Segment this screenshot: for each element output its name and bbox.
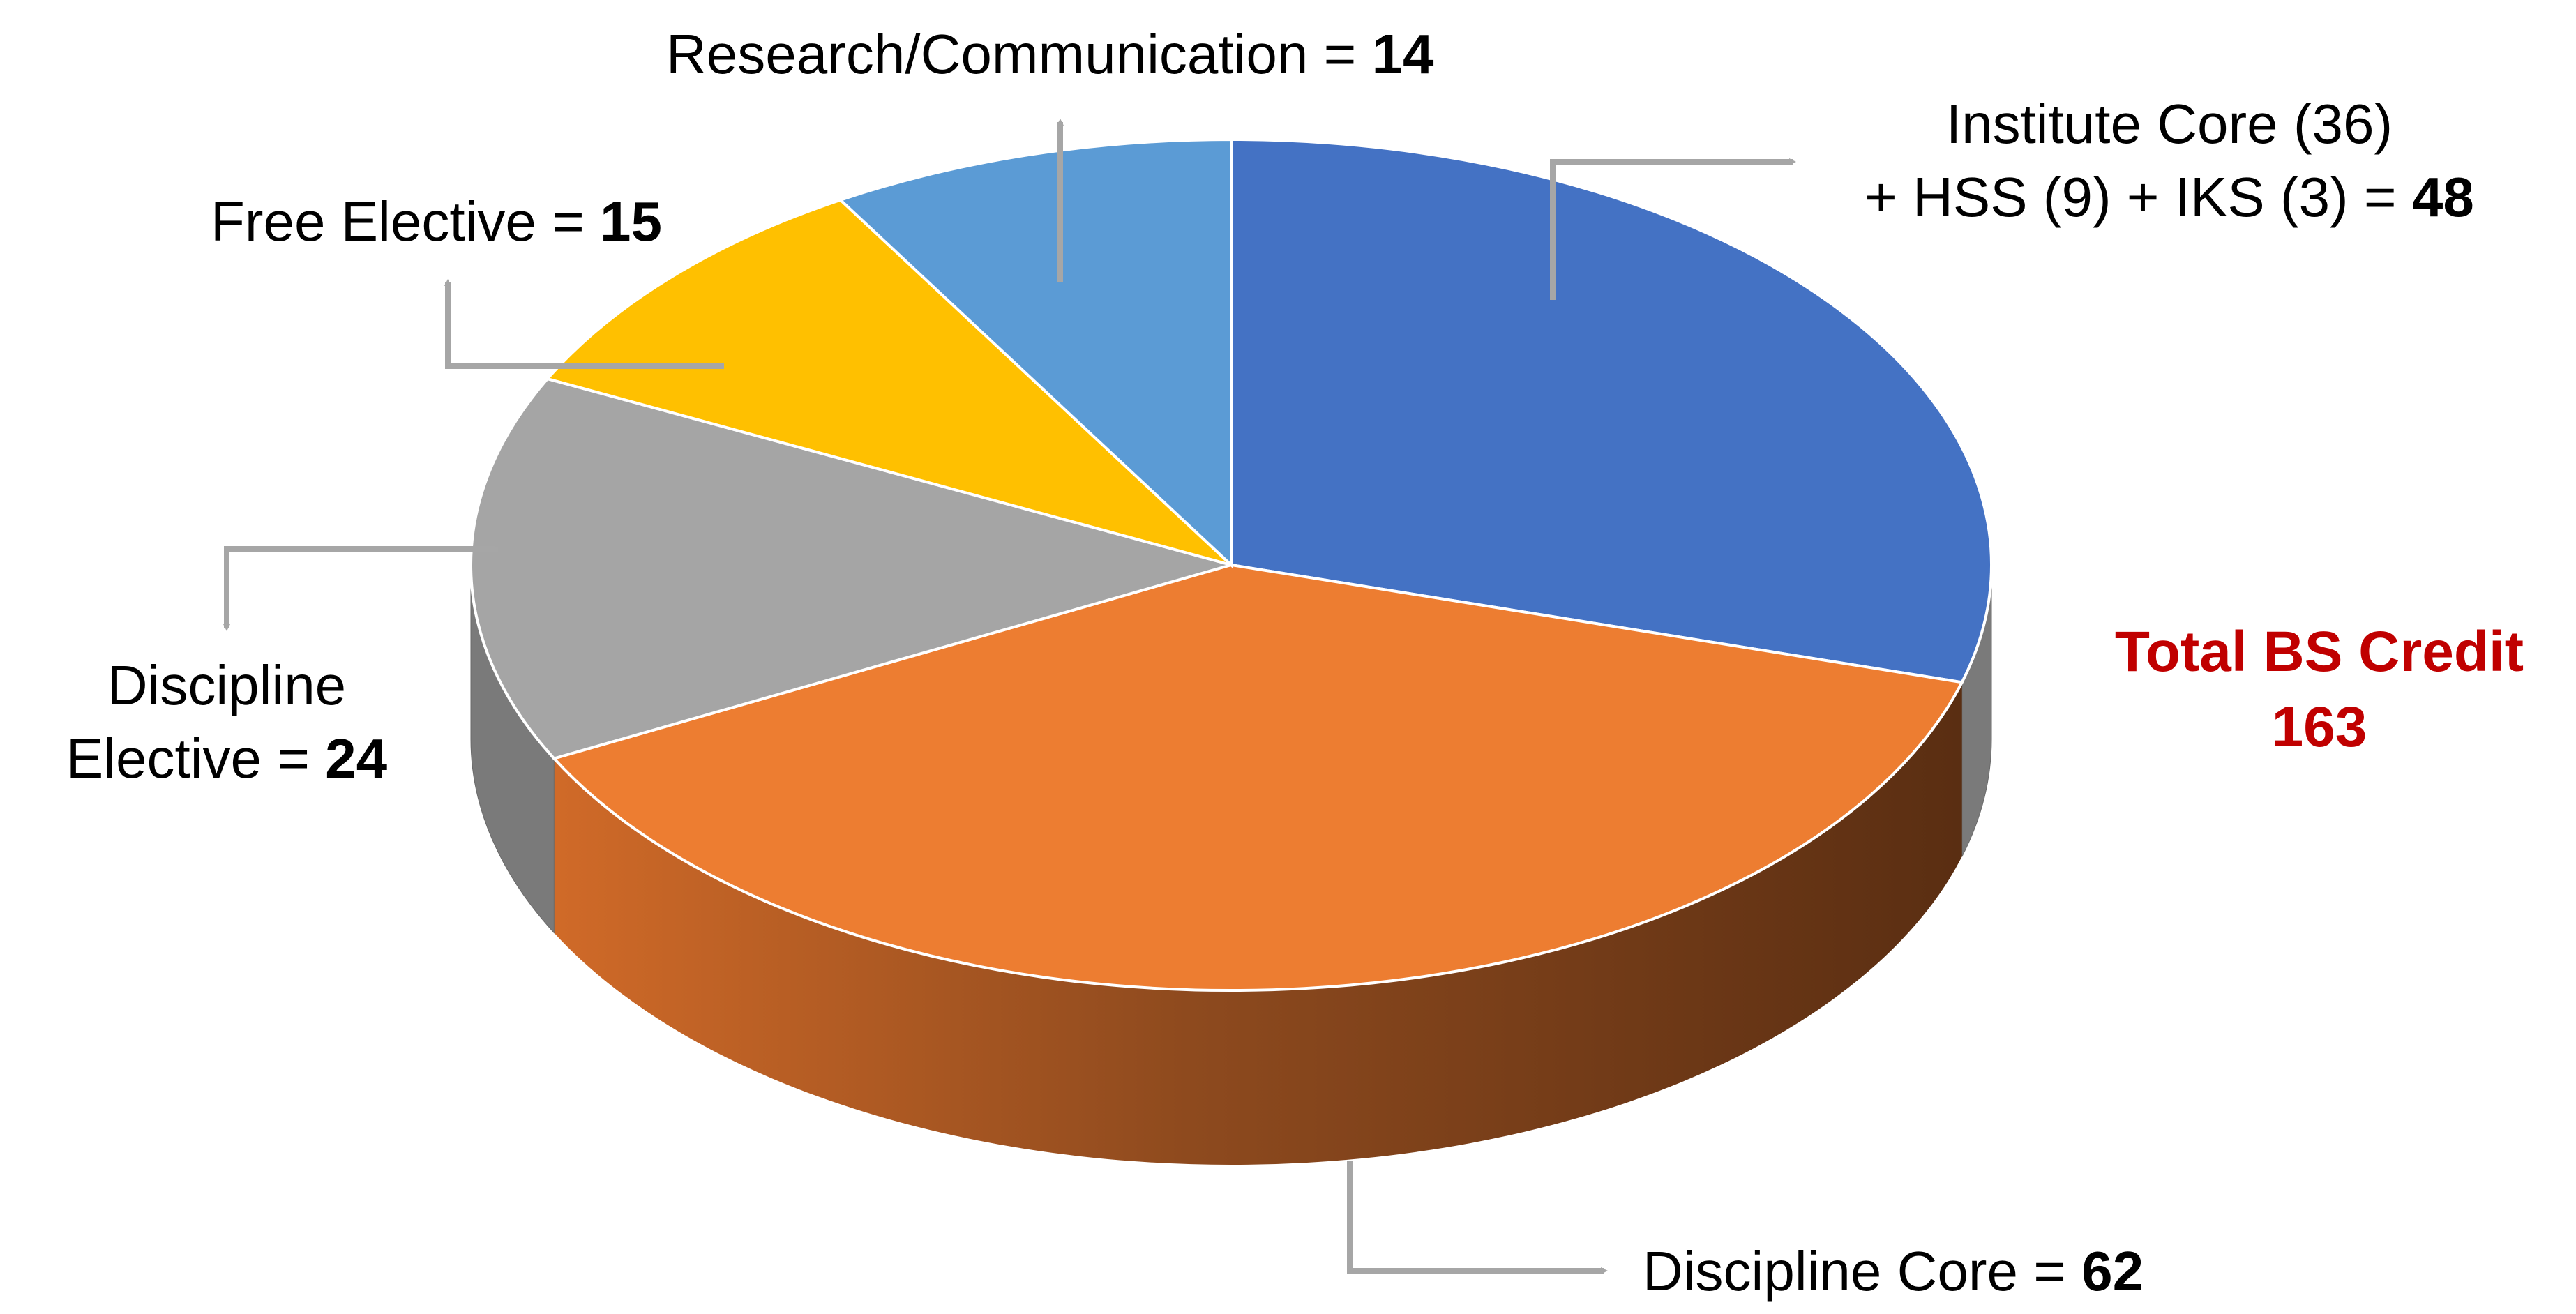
leader-line-0 xyxy=(1550,158,1796,300)
slice-label-0: Institute Core (36) + HSS (9) + IKS (3) =… xyxy=(1865,93,2474,228)
pie-slice-3 xyxy=(545,198,1233,566)
slice-label-line: Research/Communication = 14 xyxy=(666,23,1434,85)
pie-slice-0 xyxy=(1230,137,1993,684)
slice-value: 15 xyxy=(600,190,662,252)
slice-label-line: Free Elective = 15 xyxy=(211,190,662,252)
slice-labels: Institute Core (36) + HSS (9) + IKS (3) =… xyxy=(66,23,2474,1302)
leader-lines xyxy=(223,119,1796,1274)
slice-label-1: Discipline Core = 62 xyxy=(1643,1240,2144,1302)
total-credit-title: Total BS Credit xyxy=(2115,620,2524,684)
slice-value: 48 xyxy=(2412,166,2474,228)
slice-label-2: Discipline Elective = 24 xyxy=(66,654,388,790)
pie-slices xyxy=(469,137,1993,992)
pie-side-1 xyxy=(554,682,1962,1165)
leader-line-2 xyxy=(223,546,498,631)
slice-label-3: Free Elective = 15 xyxy=(211,190,662,252)
pie-slice-2 xyxy=(469,377,1237,760)
slice-label-line: Discipline Core = 62 xyxy=(1643,1240,2144,1302)
slice-label-line: Discipline xyxy=(107,654,346,716)
slice-value: 24 xyxy=(325,727,387,790)
slice-label-line: Elective = 24 xyxy=(66,727,388,790)
slice-label-4: Research/Communication = 14 xyxy=(666,23,1434,85)
slice-value: 14 xyxy=(1372,23,1434,85)
leader-line-1 xyxy=(1347,1161,1608,1274)
pie-slice-1 xyxy=(551,563,1964,992)
slice-value: 62 xyxy=(2081,1240,2144,1302)
slice-label-line: + HSS (9) + IKS (3) = 48 xyxy=(1865,166,2474,228)
pie-slice-4 xyxy=(838,137,1233,568)
pie-sides xyxy=(470,564,1992,1165)
leader-line-3 xyxy=(444,279,724,369)
total-credit-value: 163 xyxy=(2272,695,2367,759)
slice-label-line: Institute Core (36) xyxy=(1946,93,2393,155)
